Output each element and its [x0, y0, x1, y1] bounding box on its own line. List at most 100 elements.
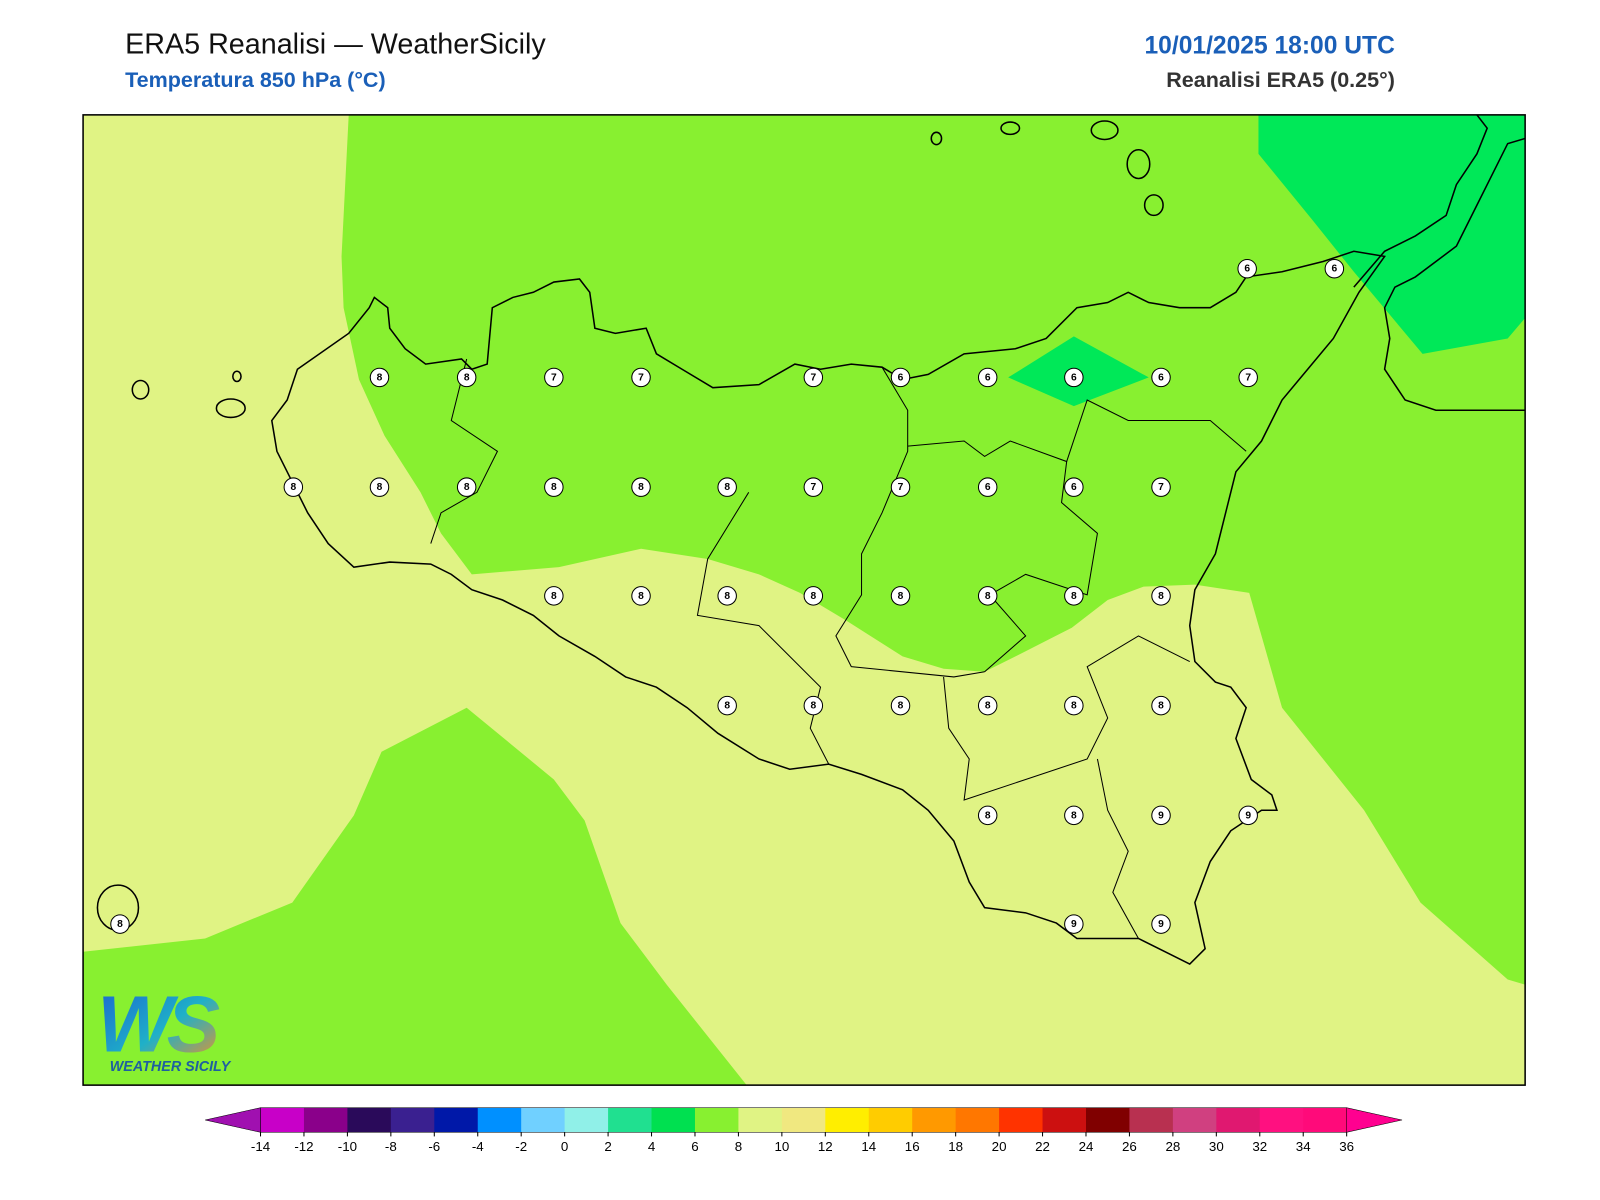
station-marker: [1151, 367, 1171, 388]
station-value: 9: [1158, 919, 1164, 930]
station-marker: [717, 695, 737, 716]
station-marker: [1151, 586, 1171, 606]
colorbar-segment: [912, 1107, 957, 1133]
station: 6: [1064, 367, 1084, 388]
colorbar-segment: [1129, 1107, 1174, 1133]
province-border: [943, 635, 1190, 801]
station-value: 7: [551, 372, 557, 383]
colorbar-segment: [999, 1107, 1044, 1133]
station-value: 8: [985, 701, 991, 712]
station-value: 6: [985, 372, 991, 383]
station-marker: [1151, 695, 1171, 716]
station-marker: [890, 477, 911, 497]
station: 8: [631, 477, 651, 497]
station-marker: [890, 695, 911, 716]
station: 8: [717, 586, 737, 606]
temperature-field: 8 8 7 7 7 6 6 6 6 7 6 6 8 8 8 8 8 8 7 7 6 6 7 8 8 8 8 8 8 8 8 8 8 8 8 8 8 8 8 9…: [83, 114, 1526, 1086]
station: 8: [631, 586, 651, 606]
station-marker: [544, 586, 564, 606]
station: 8: [717, 695, 737, 716]
colorbar-tick-label: 30: [1209, 1139, 1224, 1154]
station: 9: [1238, 805, 1258, 826]
island: [131, 379, 150, 400]
station-marker: [1151, 914, 1171, 934]
station-marker: [977, 695, 998, 716]
station-value: 8: [724, 482, 730, 493]
colorbar-segment: [781, 1107, 826, 1133]
station-value: 7: [1158, 482, 1164, 493]
colorbar-tick-label: 32: [1252, 1139, 1267, 1154]
station-marker: [1238, 367, 1258, 388]
colorbar-tick-label: 12: [818, 1139, 833, 1154]
station-value: 8: [810, 591, 816, 602]
station-marker: [977, 367, 998, 388]
colorbar-segment: [303, 1107, 348, 1133]
station: 8: [544, 586, 564, 606]
station: 9: [1151, 805, 1171, 826]
island: [1126, 148, 1151, 180]
station-marker: [803, 695, 824, 716]
station-value: 9: [1245, 810, 1251, 821]
station-values: 8 8 7 7 7 6 6 6 6 7 6 6 8 8 8 8 8 8 7 7 6 6 7 8 8 8 8 8 8 8 8 8 8 8 8 8 8 8 8 9…: [110, 258, 1345, 934]
colorbar-segment: [390, 1107, 435, 1133]
station-marker: [369, 477, 390, 497]
colorbar-tick-label: -6: [428, 1139, 440, 1154]
station-marker: [631, 477, 651, 497]
station-value: 8: [1071, 591, 1077, 602]
colorbar-tick-label: 18: [948, 1139, 963, 1154]
station-marker: [977, 805, 998, 826]
station: 6: [977, 477, 998, 497]
station: 6: [1237, 258, 1257, 279]
station-marker: [1151, 805, 1171, 826]
station-value: 8: [810, 701, 816, 712]
colorbar-tick-label: -12: [294, 1139, 313, 1154]
colorbar-under: [205, 1107, 261, 1133]
station: 8: [456, 477, 477, 497]
colorbar-tick-label: 24: [1079, 1139, 1094, 1154]
station-value: 7: [810, 372, 816, 383]
colorbar-tick-label: 22: [1035, 1139, 1050, 1154]
station: 7: [1151, 477, 1171, 497]
station: 8: [1064, 586, 1084, 606]
station: 8: [1064, 805, 1084, 826]
station-value: 8: [985, 591, 991, 602]
station: 8: [717, 477, 737, 497]
station: 7: [544, 367, 564, 388]
colorbar-segment: [347, 1107, 392, 1133]
colorbar-segment: [1042, 1107, 1087, 1133]
station-marker: [1237, 258, 1257, 279]
station: 7: [890, 477, 911, 497]
station-value: 8: [1071, 701, 1077, 712]
colorbar-tick-label: -4: [472, 1139, 484, 1154]
colorbar-tick-label: -2: [515, 1139, 527, 1154]
field-4-6: [1258, 114, 1526, 354]
station: 9: [1151, 914, 1171, 934]
station-value: 7: [1245, 372, 1251, 383]
station-marker: [1064, 695, 1084, 716]
field-6-8: [341, 114, 1526, 985]
colorbar-tick-label: 6: [691, 1139, 698, 1154]
map-frame: [82, 114, 1526, 1086]
colorbar-segment: [564, 1107, 609, 1133]
station-marker: [1238, 805, 1258, 826]
province-border: [1096, 758, 1139, 939]
colorbar-tick-label: -10: [338, 1139, 357, 1154]
colorbar-segment: [651, 1107, 696, 1133]
station-marker: [1064, 367, 1084, 388]
station: 8: [977, 586, 998, 606]
station-marker: [110, 914, 130, 934]
station: 8: [977, 805, 998, 826]
station-marker: [1064, 914, 1084, 934]
calabria-coast: [1353, 114, 1489, 288]
station-value: 8: [638, 482, 644, 493]
subtitle: Temperatura 850 hPa (°C): [125, 68, 386, 92]
station-marker: [977, 477, 998, 497]
station-value: 7: [898, 482, 904, 493]
colorbar-outline: [260, 1107, 1347, 1133]
station-marker: [1064, 477, 1084, 497]
station-marker: [890, 367, 911, 388]
colorbar-tick-label: 2: [604, 1139, 611, 1154]
station-value: 8: [898, 591, 904, 602]
colorbar-segment: [1085, 1107, 1130, 1133]
station: 8: [803, 586, 824, 606]
